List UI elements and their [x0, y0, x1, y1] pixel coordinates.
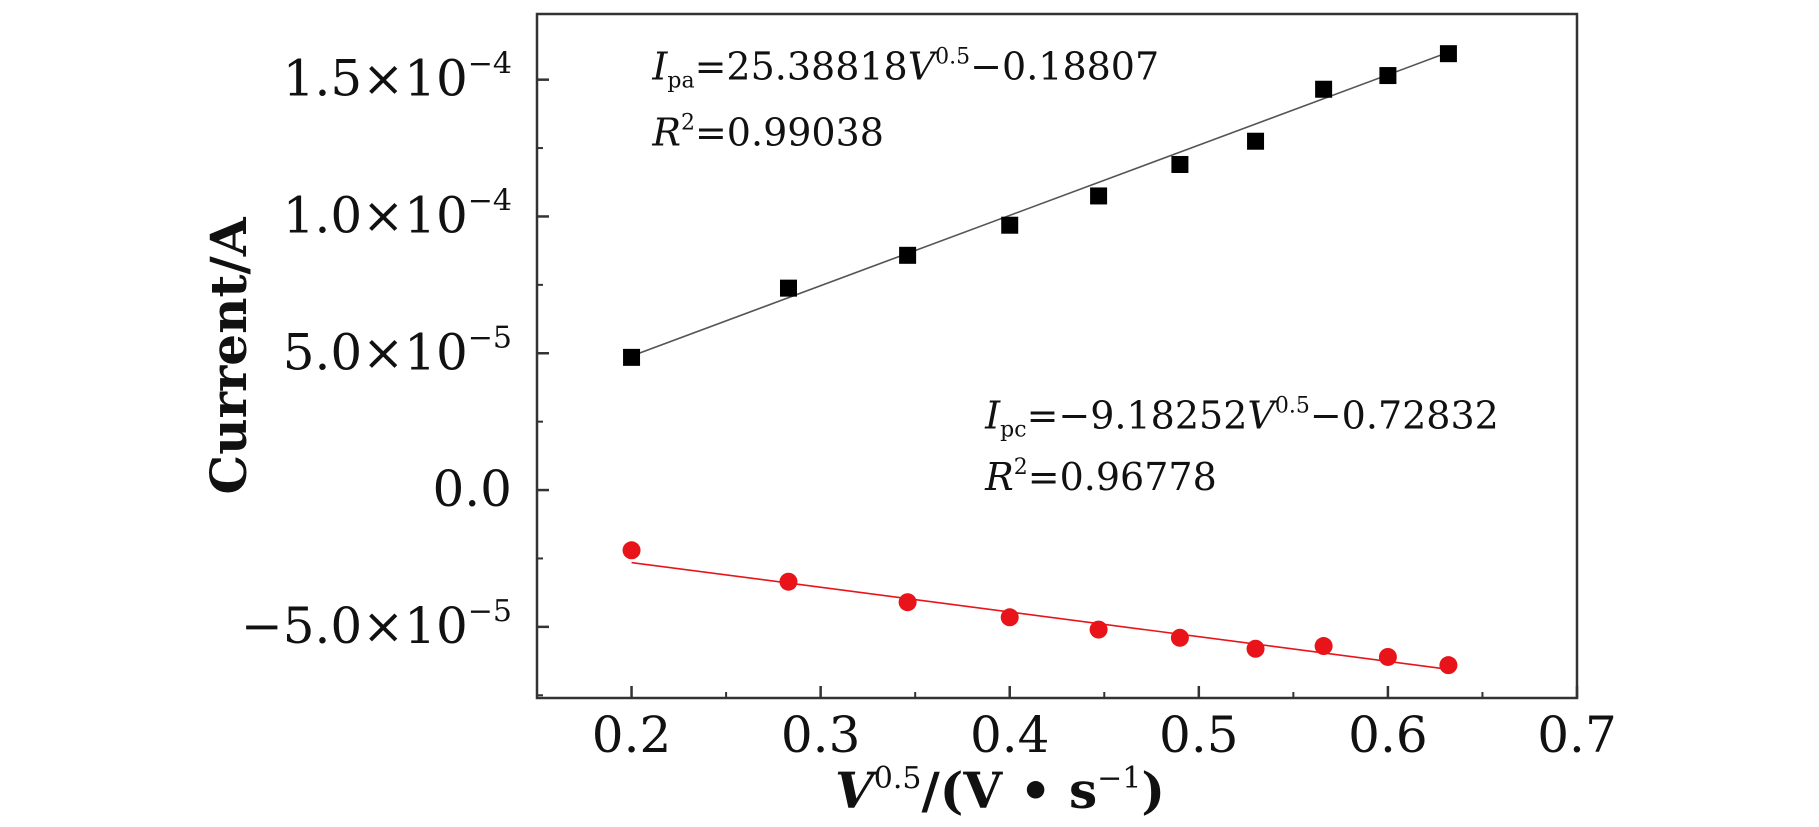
data-point [779, 572, 798, 591]
data-points [622, 45, 1458, 675]
x-axis: 0.2 0.3 0.4 0.5 0.6 0.7 [592, 686, 1617, 764]
data-point [623, 348, 641, 366]
fit-equation: Ipc=−9.18252V0.5−0.72832 [984, 394, 1499, 443]
plot-frame [535, 12, 1579, 700]
data-point [1439, 45, 1457, 63]
data-point [1314, 637, 1333, 656]
data-point [898, 593, 917, 612]
data-point [899, 246, 917, 264]
fit-equation: R2=0.96778 [984, 455, 1217, 499]
data-point [1378, 647, 1397, 666]
data-point [1089, 620, 1108, 639]
fit-equation: R2=0.99038 [651, 110, 884, 154]
y-tick-label: 1.0×10−4 [283, 183, 512, 244]
data-point [1379, 67, 1397, 85]
data-point [1247, 132, 1265, 150]
x-tick-label: 0.2 [592, 706, 672, 764]
x-tick-label: 0.4 [970, 706, 1050, 764]
x-tick-label: 0.3 [781, 706, 861, 764]
annotations: Ipa=25.38818V0.5−0.18807 R2=0.99038 Ipc=−9… [651, 45, 1498, 499]
y-tick-label: 1.5×10−4 [283, 47, 512, 108]
y-axis: 1.5×10−4 1.0×10−4 5.0×10−5 0.0 −5.0×10−5 [241, 47, 549, 697]
data-point [1001, 216, 1019, 234]
data-point [1315, 80, 1333, 98]
data-point [1090, 187, 1108, 205]
data-point [1000, 608, 1019, 627]
fit-lines [631, 51, 1449, 671]
fit-line [631, 561, 1449, 671]
y-tick-label: 5.0×10−5 [283, 320, 512, 381]
x-axis-title: V0.5/(V • s−1) [835, 761, 1165, 820]
data-point [1171, 155, 1189, 173]
x-tick-label: 0.7 [1537, 706, 1617, 764]
data-point [1246, 639, 1265, 658]
fit-line [631, 51, 1449, 357]
x-tick-label: 0.6 [1348, 706, 1428, 764]
data-point [1439, 656, 1458, 675]
x-tick-label: 0.5 [1159, 706, 1239, 764]
y-axis-title: Current/A [199, 216, 258, 494]
data-point [622, 541, 641, 560]
y-tick-label: −5.0×10−5 [241, 594, 512, 655]
fit-equation: Ipa=25.38818V0.5−0.18807 [651, 45, 1159, 94]
data-point [779, 279, 797, 297]
y-tick-label: 0.0 [432, 460, 512, 518]
data-point [1170, 628, 1189, 647]
